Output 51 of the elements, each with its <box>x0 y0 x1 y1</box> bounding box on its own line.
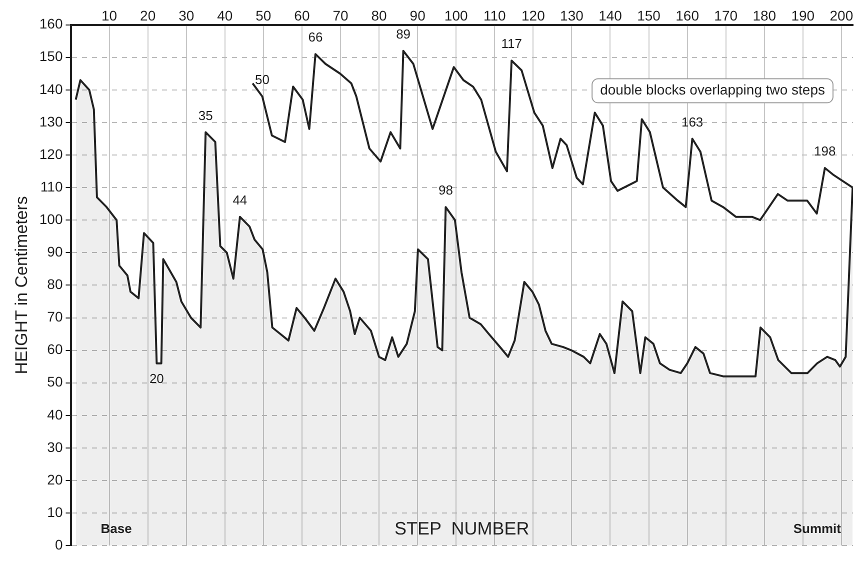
x-tick-label: 200 <box>830 7 854 24</box>
x-tick-label: 160 <box>676 7 700 24</box>
y-tick-label: 120 <box>39 146 63 162</box>
x-tick-label: 10 <box>102 7 118 24</box>
annotation: Base <box>100 521 132 536</box>
x-tick-label: 80 <box>371 7 388 24</box>
annotation: 198 <box>814 144 836 159</box>
y-tick-label: 140 <box>39 80 63 97</box>
annotation: 44 <box>232 192 248 208</box>
x-tick-label: 150 <box>637 7 661 24</box>
x-tick-label: 70 <box>332 7 348 24</box>
annotation: 50 <box>255 72 270 87</box>
annotation: double blocks overlapping two steps <box>600 82 826 98</box>
y-tick-label: 100 <box>39 210 63 227</box>
annotation: 98 <box>438 182 453 198</box>
x-tick-label: 50 <box>256 7 272 24</box>
y-tick-label: 110 <box>40 178 63 194</box>
annotation: Summit <box>793 521 842 536</box>
x-tick-label: 130 <box>560 7 584 24</box>
x-tick-label: 20 <box>140 7 156 24</box>
y-tick-label: 0 <box>54 536 63 552</box>
annotation: 66 <box>308 30 323 45</box>
annotation: 163 <box>681 114 704 130</box>
x-axis-title: STEP NUMBER <box>394 518 530 539</box>
annotation: 89 <box>396 26 411 42</box>
x-tick-label: 40 <box>217 7 233 24</box>
annotation: 20 <box>149 370 164 386</box>
y-tick-label: 10 <box>47 504 63 520</box>
x-tick-label: 60 <box>294 7 310 24</box>
y-tick-label: 30 <box>47 438 63 455</box>
x-tick-label: 190 <box>791 7 815 24</box>
x-tick-label: 170 <box>714 7 738 24</box>
x-tick-label: 30 <box>178 7 194 24</box>
x-tick-label: 180 <box>752 7 776 24</box>
x-tick-label: 120 <box>521 7 546 24</box>
y-tick-label: 60 <box>47 341 63 358</box>
y-axis-title: HEIGHT in Centimeters <box>12 196 31 374</box>
y-tick-label: 80 <box>47 276 63 292</box>
y-tick-label: 70 <box>47 308 63 325</box>
annotation: 35 <box>198 108 213 123</box>
x-tick-label: 140 <box>598 7 622 24</box>
x-tick-label: 90 <box>410 7 426 24</box>
x-tick-label: 110 <box>483 7 506 24</box>
y-tick-label: 130 <box>39 113 63 130</box>
y-tick-label: 150 <box>39 48 63 64</box>
x-tick-label: 100 <box>444 7 468 24</box>
y-tick-label: 20 <box>47 471 63 488</box>
y-tick-label: 40 <box>47 406 63 422</box>
y-tick-label: 90 <box>47 244 63 260</box>
annotation: 117 <box>501 36 522 52</box>
y-tick-label: 50 <box>47 374 63 390</box>
